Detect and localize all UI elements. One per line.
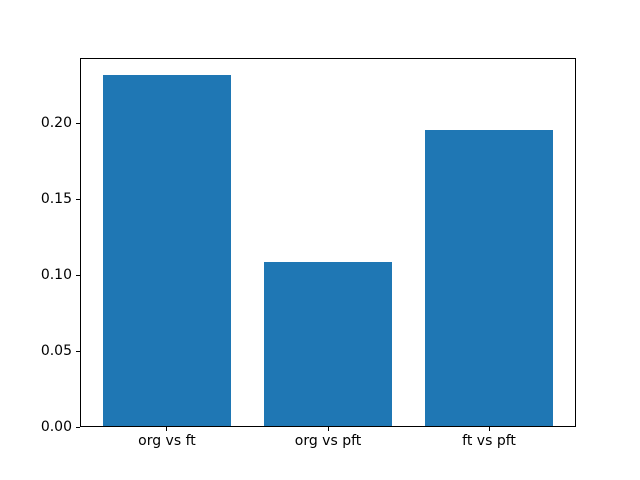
x-tick-label: ft vs pft — [462, 433, 516, 450]
y-tick-label: 0.20 — [40, 115, 72, 132]
x-tick-label: org vs ft — [138, 433, 196, 450]
y-tick-mark — [76, 426, 80, 428]
y-tick-label: 0.00 — [40, 418, 72, 435]
x-tick-mark — [488, 427, 490, 432]
y-tick-mark — [76, 199, 80, 201]
y-tick-mark — [76, 350, 80, 352]
x-tick-mark — [327, 427, 329, 432]
bar-org-vs-pft — [263, 261, 393, 428]
y-tick-label: 0.10 — [40, 266, 72, 283]
x-tick-mark — [166, 427, 168, 432]
y-tick-mark — [76, 123, 80, 125]
y-tick-mark — [76, 274, 80, 276]
x-tick-label: org vs pft — [294, 433, 362, 450]
bar-org-vs-ft — [102, 75, 232, 428]
bar-ft-vs-pft — [424, 129, 554, 428]
y-tick-label: 0.05 — [40, 342, 72, 359]
y-tick-label: 0.15 — [40, 191, 72, 208]
